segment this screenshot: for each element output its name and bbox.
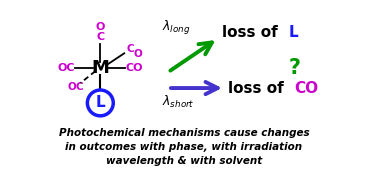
Text: OC: OC [58,63,75,73]
Text: C: C [96,32,105,42]
Text: $\lambda_{long}$: $\lambda_{long}$ [162,19,191,37]
Text: O: O [96,22,105,33]
Text: O: O [134,49,142,59]
Text: in outcomes with phase, with irradiation: in outcomes with phase, with irradiation [66,142,302,152]
Text: CO: CO [294,81,319,96]
Text: CO: CO [125,63,143,73]
Text: L: L [96,95,105,110]
Text: loss of: loss of [222,25,283,40]
Text: ?: ? [289,58,301,78]
Text: Photochemical mechanisms cause changes: Photochemical mechanisms cause changes [59,128,309,138]
Text: L: L [289,25,298,40]
Text: C: C [75,82,83,92]
Text: M: M [91,59,109,77]
Text: wavelength & with solvent: wavelength & with solvent [106,156,262,166]
Text: O: O [67,82,76,92]
Text: C: C [126,44,134,54]
Text: loss of: loss of [228,81,289,96]
Text: $\lambda_{short}$: $\lambda_{short}$ [162,94,195,110]
